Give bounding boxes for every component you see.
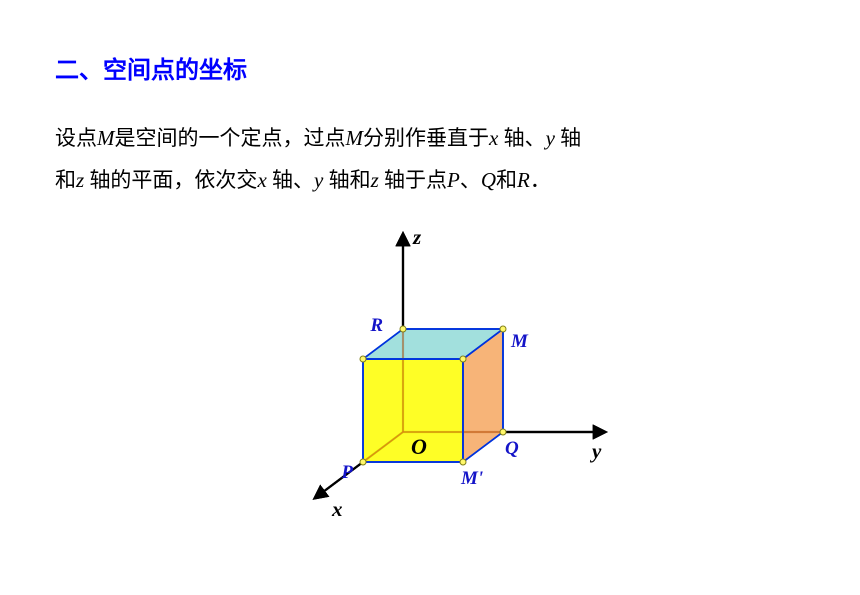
svg-text:x: x xyxy=(331,497,343,521)
svg-text:y: y xyxy=(589,439,602,463)
body-line-1: 设点M是空间的一个定点，过点M分别作垂直于x 轴、y 轴 xyxy=(55,117,805,159)
heading-text: 二、空间点的坐标 xyxy=(55,58,247,84)
svg-text:P: P xyxy=(340,462,353,483)
svg-text:M: M xyxy=(510,331,529,352)
svg-text:Q: Q xyxy=(505,438,519,459)
section-heading: 二、空间点的坐标 xyxy=(55,50,805,85)
diagram-container: R M Q P M' Oz y x xyxy=(55,216,805,546)
svg-text:O: O xyxy=(411,434,427,459)
body-line-2: 和z 轴的平面，依次交x 轴、y 轴和z 轴于点P、Q和R． xyxy=(55,159,805,201)
coordinate-diagram: R M Q P M' Oz y x xyxy=(220,216,640,546)
svg-text:M': M' xyxy=(460,468,483,489)
svg-text:z: z xyxy=(412,225,422,249)
body-text: 设点M是空间的一个定点，过点M分别作垂直于x 轴、y 轴 和z 轴的平面，依次交… xyxy=(55,117,805,201)
svg-text:R: R xyxy=(369,315,383,336)
